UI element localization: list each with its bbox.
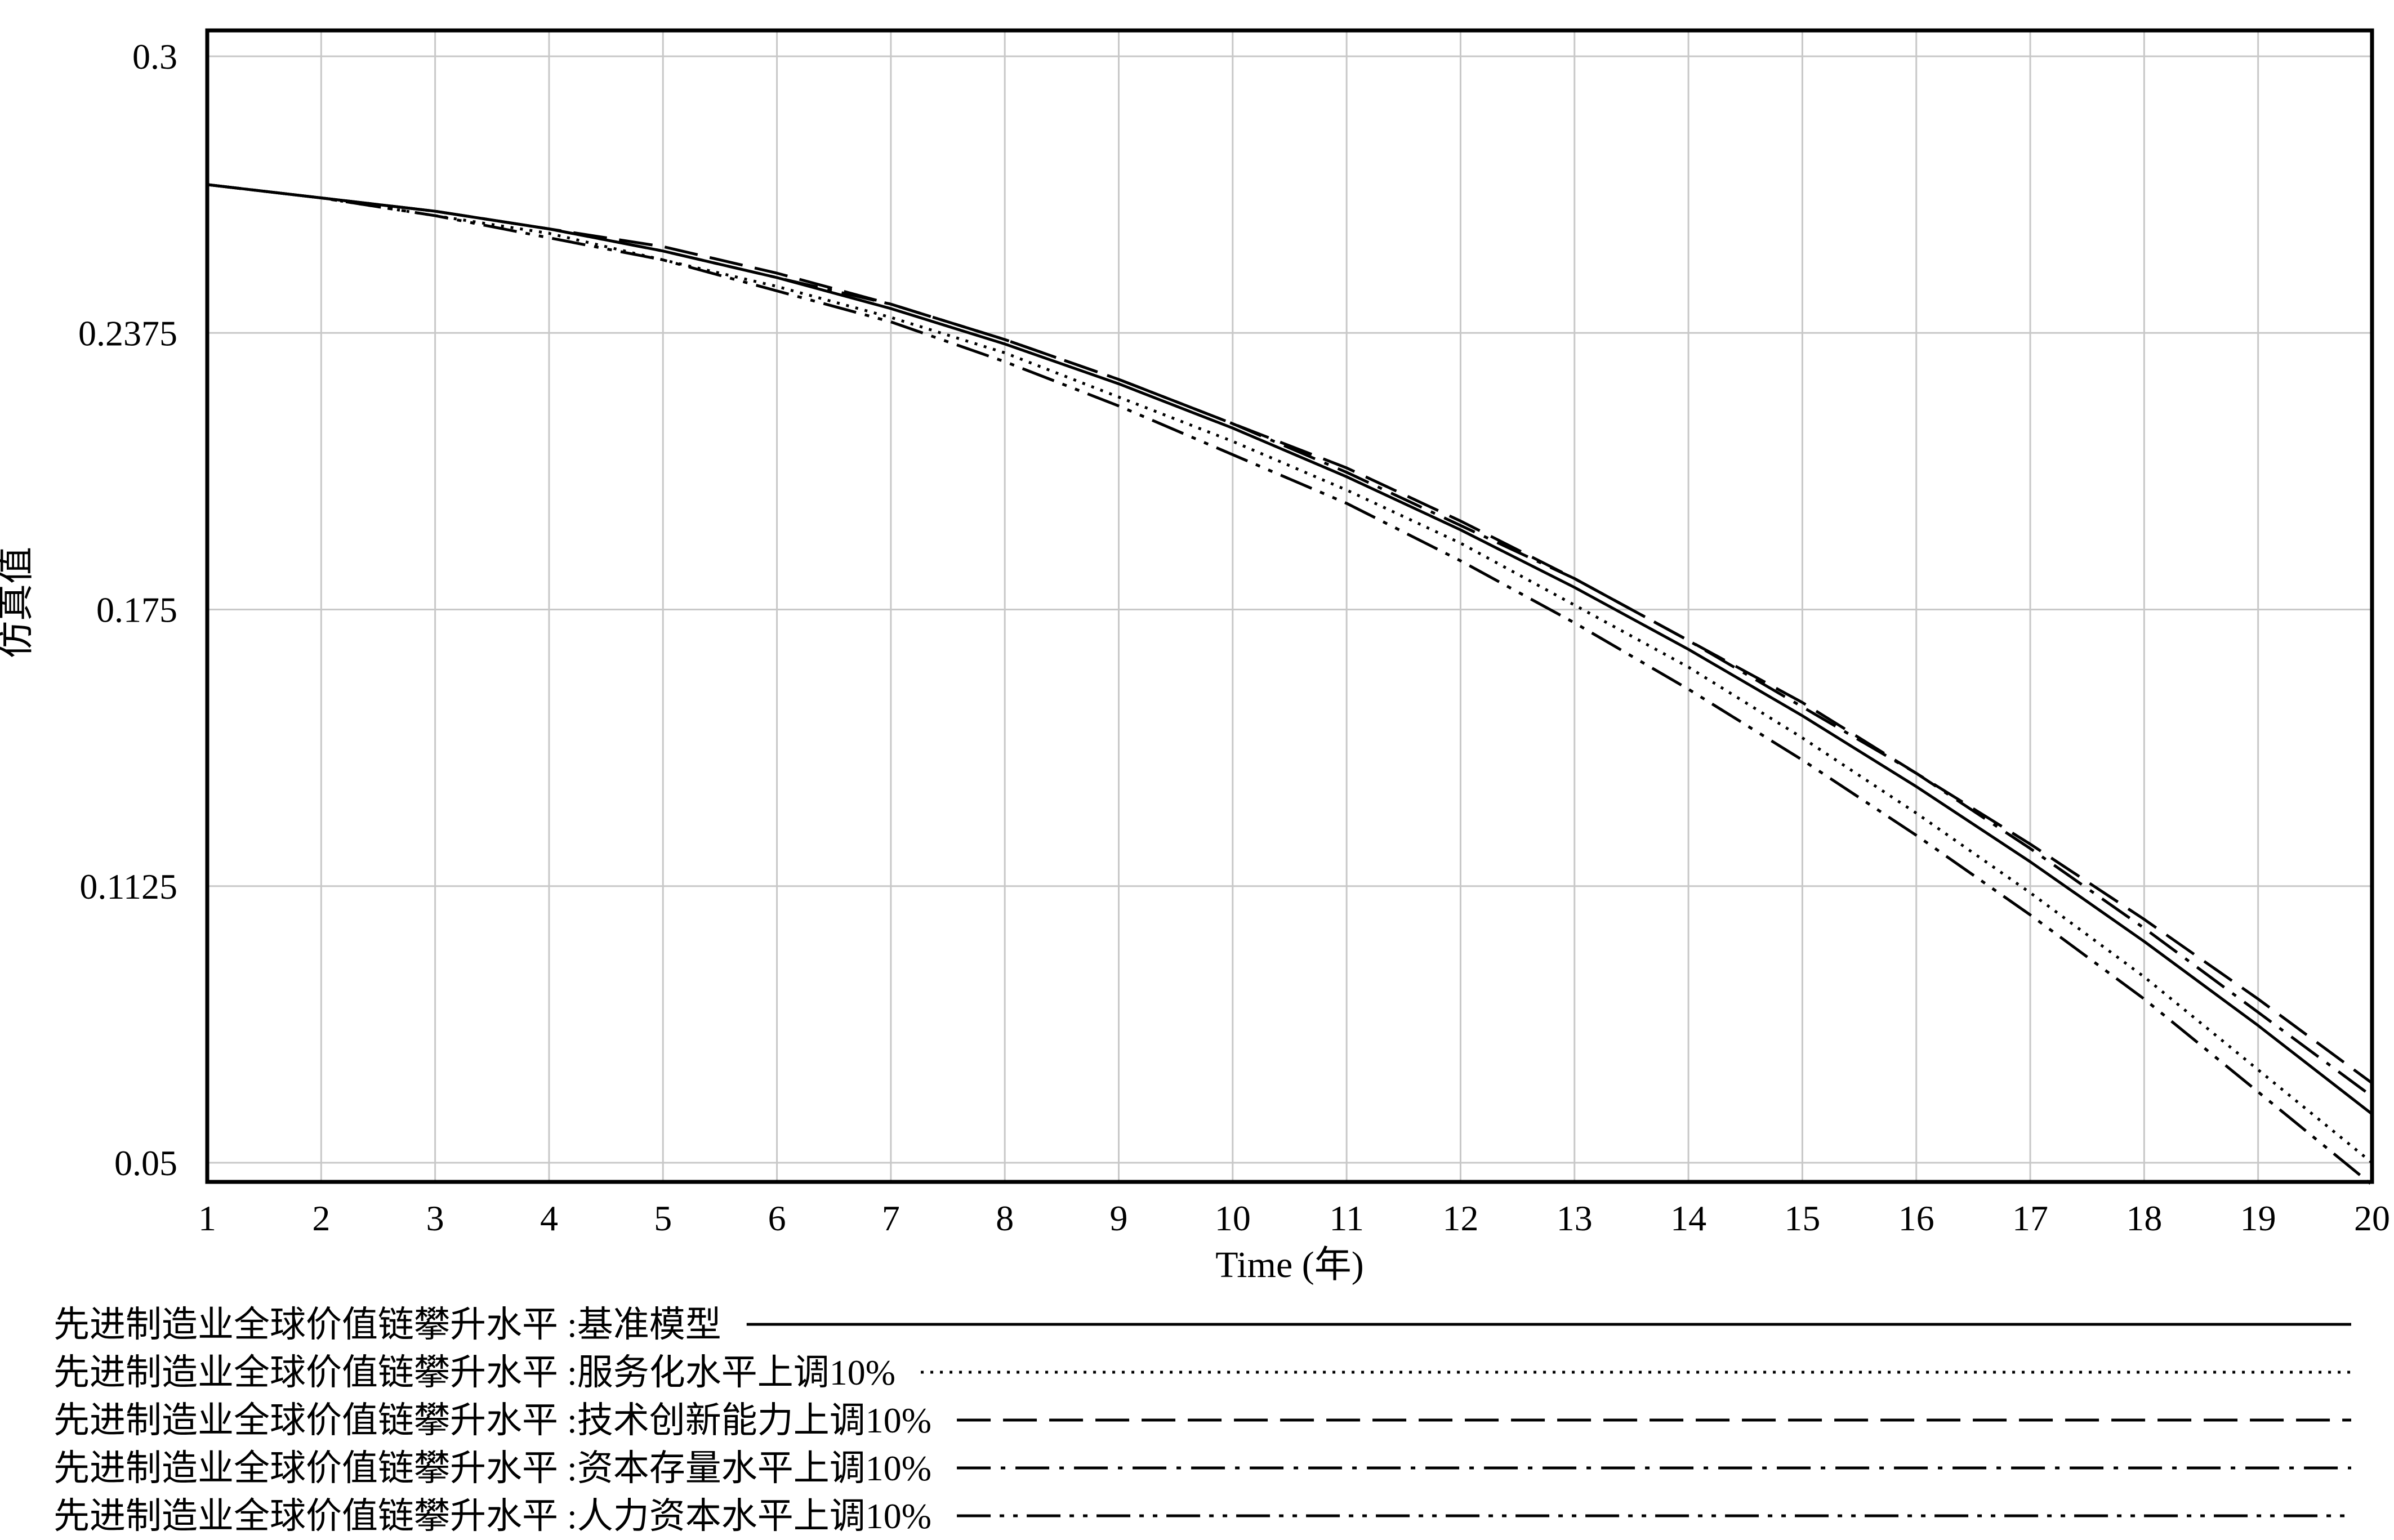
legend-item-1: 先进制造业全球价值链攀升水平 :基准模型: [54, 1305, 2351, 1345]
x-tick-label: 16: [1898, 1198, 1934, 1238]
series-line-3: [207, 183, 2373, 1084]
legend-label: 先进制造业全球价值链攀升水平 :服务化水平上调10%: [54, 1352, 895, 1392]
x-tick-label: 2: [312, 1198, 330, 1238]
x-tick-label: 8: [996, 1198, 1014, 1238]
y-tick-label: 0.05: [114, 1143, 177, 1183]
series-lines: [207, 183, 2373, 1186]
legend-item-4: 先进制造业全球价值链攀升水平 :资本存量水平上调10%: [54, 1448, 2351, 1488]
x-tick-label: 6: [768, 1198, 786, 1238]
legend-item-5: 先进制造业全球价值链攀升水平 :人力资本水平上调10%: [54, 1496, 2351, 1536]
legend-label: 先进制造业全球价值链攀升水平 :资本存量水平上调10%: [54, 1448, 931, 1488]
legend-item-2: 先进制造业全球价值链攀升水平 :服务化水平上调10%: [54, 1352, 2351, 1392]
x-tick-label: 18: [2126, 1198, 2162, 1238]
x-tick-label: 1: [198, 1198, 216, 1238]
x-tick-label: 7: [882, 1198, 900, 1238]
y-tick-label: 0.3: [132, 37, 177, 77]
x-tick-label: 19: [2240, 1198, 2276, 1238]
x-tick-label: 9: [1110, 1198, 1128, 1238]
y-tick-label: 0.1125: [79, 867, 177, 907]
x-tick-label: 10: [1215, 1198, 1251, 1238]
x-tick-label: 17: [2012, 1198, 2048, 1238]
series-line-2: [207, 183, 2373, 1164]
x-tick-label: 5: [654, 1198, 672, 1238]
grid: [207, 30, 2372, 1182]
plot-frame: [205, 28, 2374, 1184]
x-tick-label: 20: [2354, 1198, 2390, 1238]
x-axis-title: Time (年): [1215, 1244, 1363, 1285]
legend-label: 先进制造业全球价值链攀升水平 :基准模型: [54, 1305, 721, 1345]
x-axis-ticks: 1 2 3 4 5 6 7 8 9 10 11 12 13 14 15 16 17 18 19 20: [198, 1198, 2390, 1238]
x-tick-label: 12: [1442, 1198, 1478, 1238]
x-tick-label: 4: [540, 1198, 558, 1238]
x-tick-label: 13: [1557, 1198, 1593, 1238]
y-axis-ticks: 0.3 0.2375 0.175 0.1125 0.05: [78, 37, 177, 1183]
x-tick-label: 11: [1329, 1198, 1364, 1238]
x-tick-label: 15: [1784, 1198, 1820, 1238]
series-line-4: [207, 183, 2373, 1098]
legend-label: 先进制造业全球价值链攀升水平 :技术创新能力上调10%: [54, 1400, 931, 1440]
x-tick-label: 3: [426, 1198, 444, 1238]
legend-item-3: 先进制造业全球价值链攀升水平 :技术创新能力上调10%: [54, 1400, 2351, 1440]
y-tick-label: 0.175: [96, 590, 177, 630]
legend-label: 先进制造业全球价值链攀升水平 :人力资本水平上调10%: [54, 1496, 931, 1536]
x-tick-label: 14: [1670, 1198, 1706, 1238]
y-axis-title: 仿真值: [0, 547, 37, 658]
y-tick-label: 0.2375: [78, 313, 177, 353]
series-line-5: [207, 183, 2373, 1186]
